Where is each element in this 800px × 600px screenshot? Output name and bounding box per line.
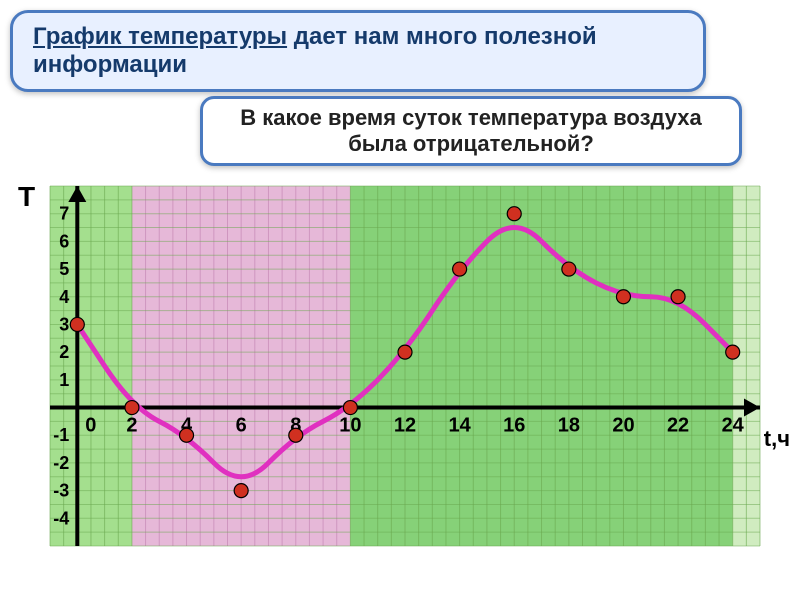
svg-text:10: 10 <box>339 415 361 437</box>
title-text: График температуры дает нам много полезн… <box>33 23 683 79</box>
chart-area: T -4-3-2-11234567024681012141618202224 t… <box>10 156 790 556</box>
question-text: В какое время суток температура воздуха … <box>221 105 721 157</box>
svg-text:16: 16 <box>503 415 525 437</box>
svg-text:6: 6 <box>59 231 69 251</box>
svg-text:24: 24 <box>722 415 745 437</box>
svg-text:7: 7 <box>59 204 69 224</box>
svg-text:-3: -3 <box>53 481 69 501</box>
svg-text:18: 18 <box>558 415 580 437</box>
x-axis-label: t,ч <box>764 426 790 452</box>
svg-text:14: 14 <box>448 415 471 437</box>
svg-text:22: 22 <box>667 415 689 437</box>
svg-text:5: 5 <box>59 259 69 279</box>
svg-text:2: 2 <box>126 415 137 437</box>
y-axis-label: T <box>18 181 35 213</box>
svg-text:6: 6 <box>236 415 247 437</box>
title-box: График температуры дает нам много полезн… <box>10 10 706 92</box>
svg-text:20: 20 <box>612 415 634 437</box>
svg-text:1: 1 <box>59 370 69 390</box>
svg-text:3: 3 <box>59 314 69 334</box>
title-link: График температуры <box>33 23 287 50</box>
svg-text:-1: -1 <box>53 425 69 445</box>
svg-text:0: 0 <box>85 415 96 437</box>
svg-text:2: 2 <box>59 342 69 362</box>
svg-text:4: 4 <box>59 287 69 307</box>
svg-text:-4: -4 <box>53 508 69 528</box>
svg-text:-2: -2 <box>53 453 69 473</box>
chart-svg: -4-3-2-11234567024681012141618202224 <box>10 156 790 556</box>
question-box: В какое время суток температура воздуха … <box>200 96 742 166</box>
svg-text:12: 12 <box>394 415 416 437</box>
